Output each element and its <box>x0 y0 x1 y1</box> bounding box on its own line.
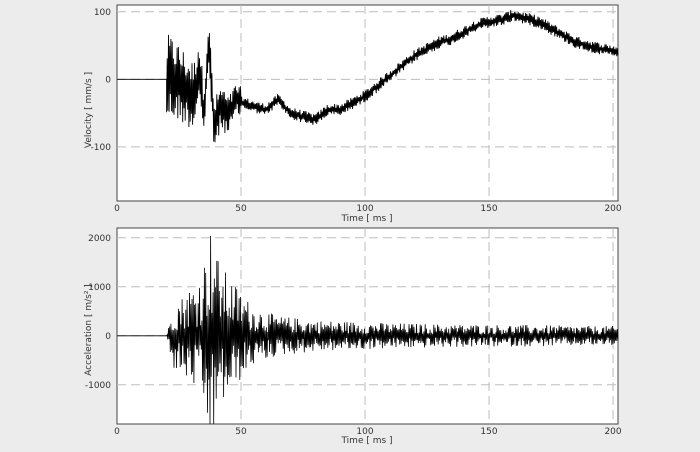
y-tick-label: 1000 <box>88 283 111 293</box>
y-tick-label: 0 <box>105 75 111 85</box>
y-tick-label: 100 <box>94 8 111 18</box>
acceleration-series-line <box>117 235 619 425</box>
acceleration-y-ticks: 2000 1000 0 -1000 <box>85 234 111 391</box>
acceleration-x-ticks: 0 50 100 150 200 <box>114 427 622 437</box>
x-tick-label: 150 <box>480 204 497 214</box>
x-tick-label: 0 <box>114 204 120 214</box>
x-tick-label: 50 <box>235 427 247 437</box>
x-tick-label: 0 <box>114 427 120 437</box>
y-tick-label: 0 <box>105 332 111 342</box>
x-tick-label: 200 <box>604 204 621 214</box>
velocity-y-axis-label: Velocity [ mm/s ] <box>84 72 94 148</box>
y-tick-label: -1000 <box>85 381 111 391</box>
velocity-y-ticks: 100 0 -100 <box>91 8 112 153</box>
y-tick-label: -100 <box>91 143 112 153</box>
x-tick-label: 50 <box>235 204 247 214</box>
x-tick-label: 100 <box>356 427 373 437</box>
acceleration-x-axis-label: Time [ ms ] <box>340 436 392 446</box>
acceleration-y-axis-label: Acceleration [ m/s² ] <box>84 284 94 376</box>
x-tick-label: 100 <box>356 204 373 214</box>
velocity-plot-area <box>116 4 619 202</box>
x-tick-label: 150 <box>480 427 497 437</box>
velocity-series-line <box>117 10 619 143</box>
y-tick-label: 2000 <box>88 234 111 244</box>
velocity-x-ticks: 0 50 100 150 200 <box>114 204 622 214</box>
x-tick-label: 200 <box>604 427 621 437</box>
velocity-x-axis-label: Time [ ms ] <box>340 214 392 224</box>
